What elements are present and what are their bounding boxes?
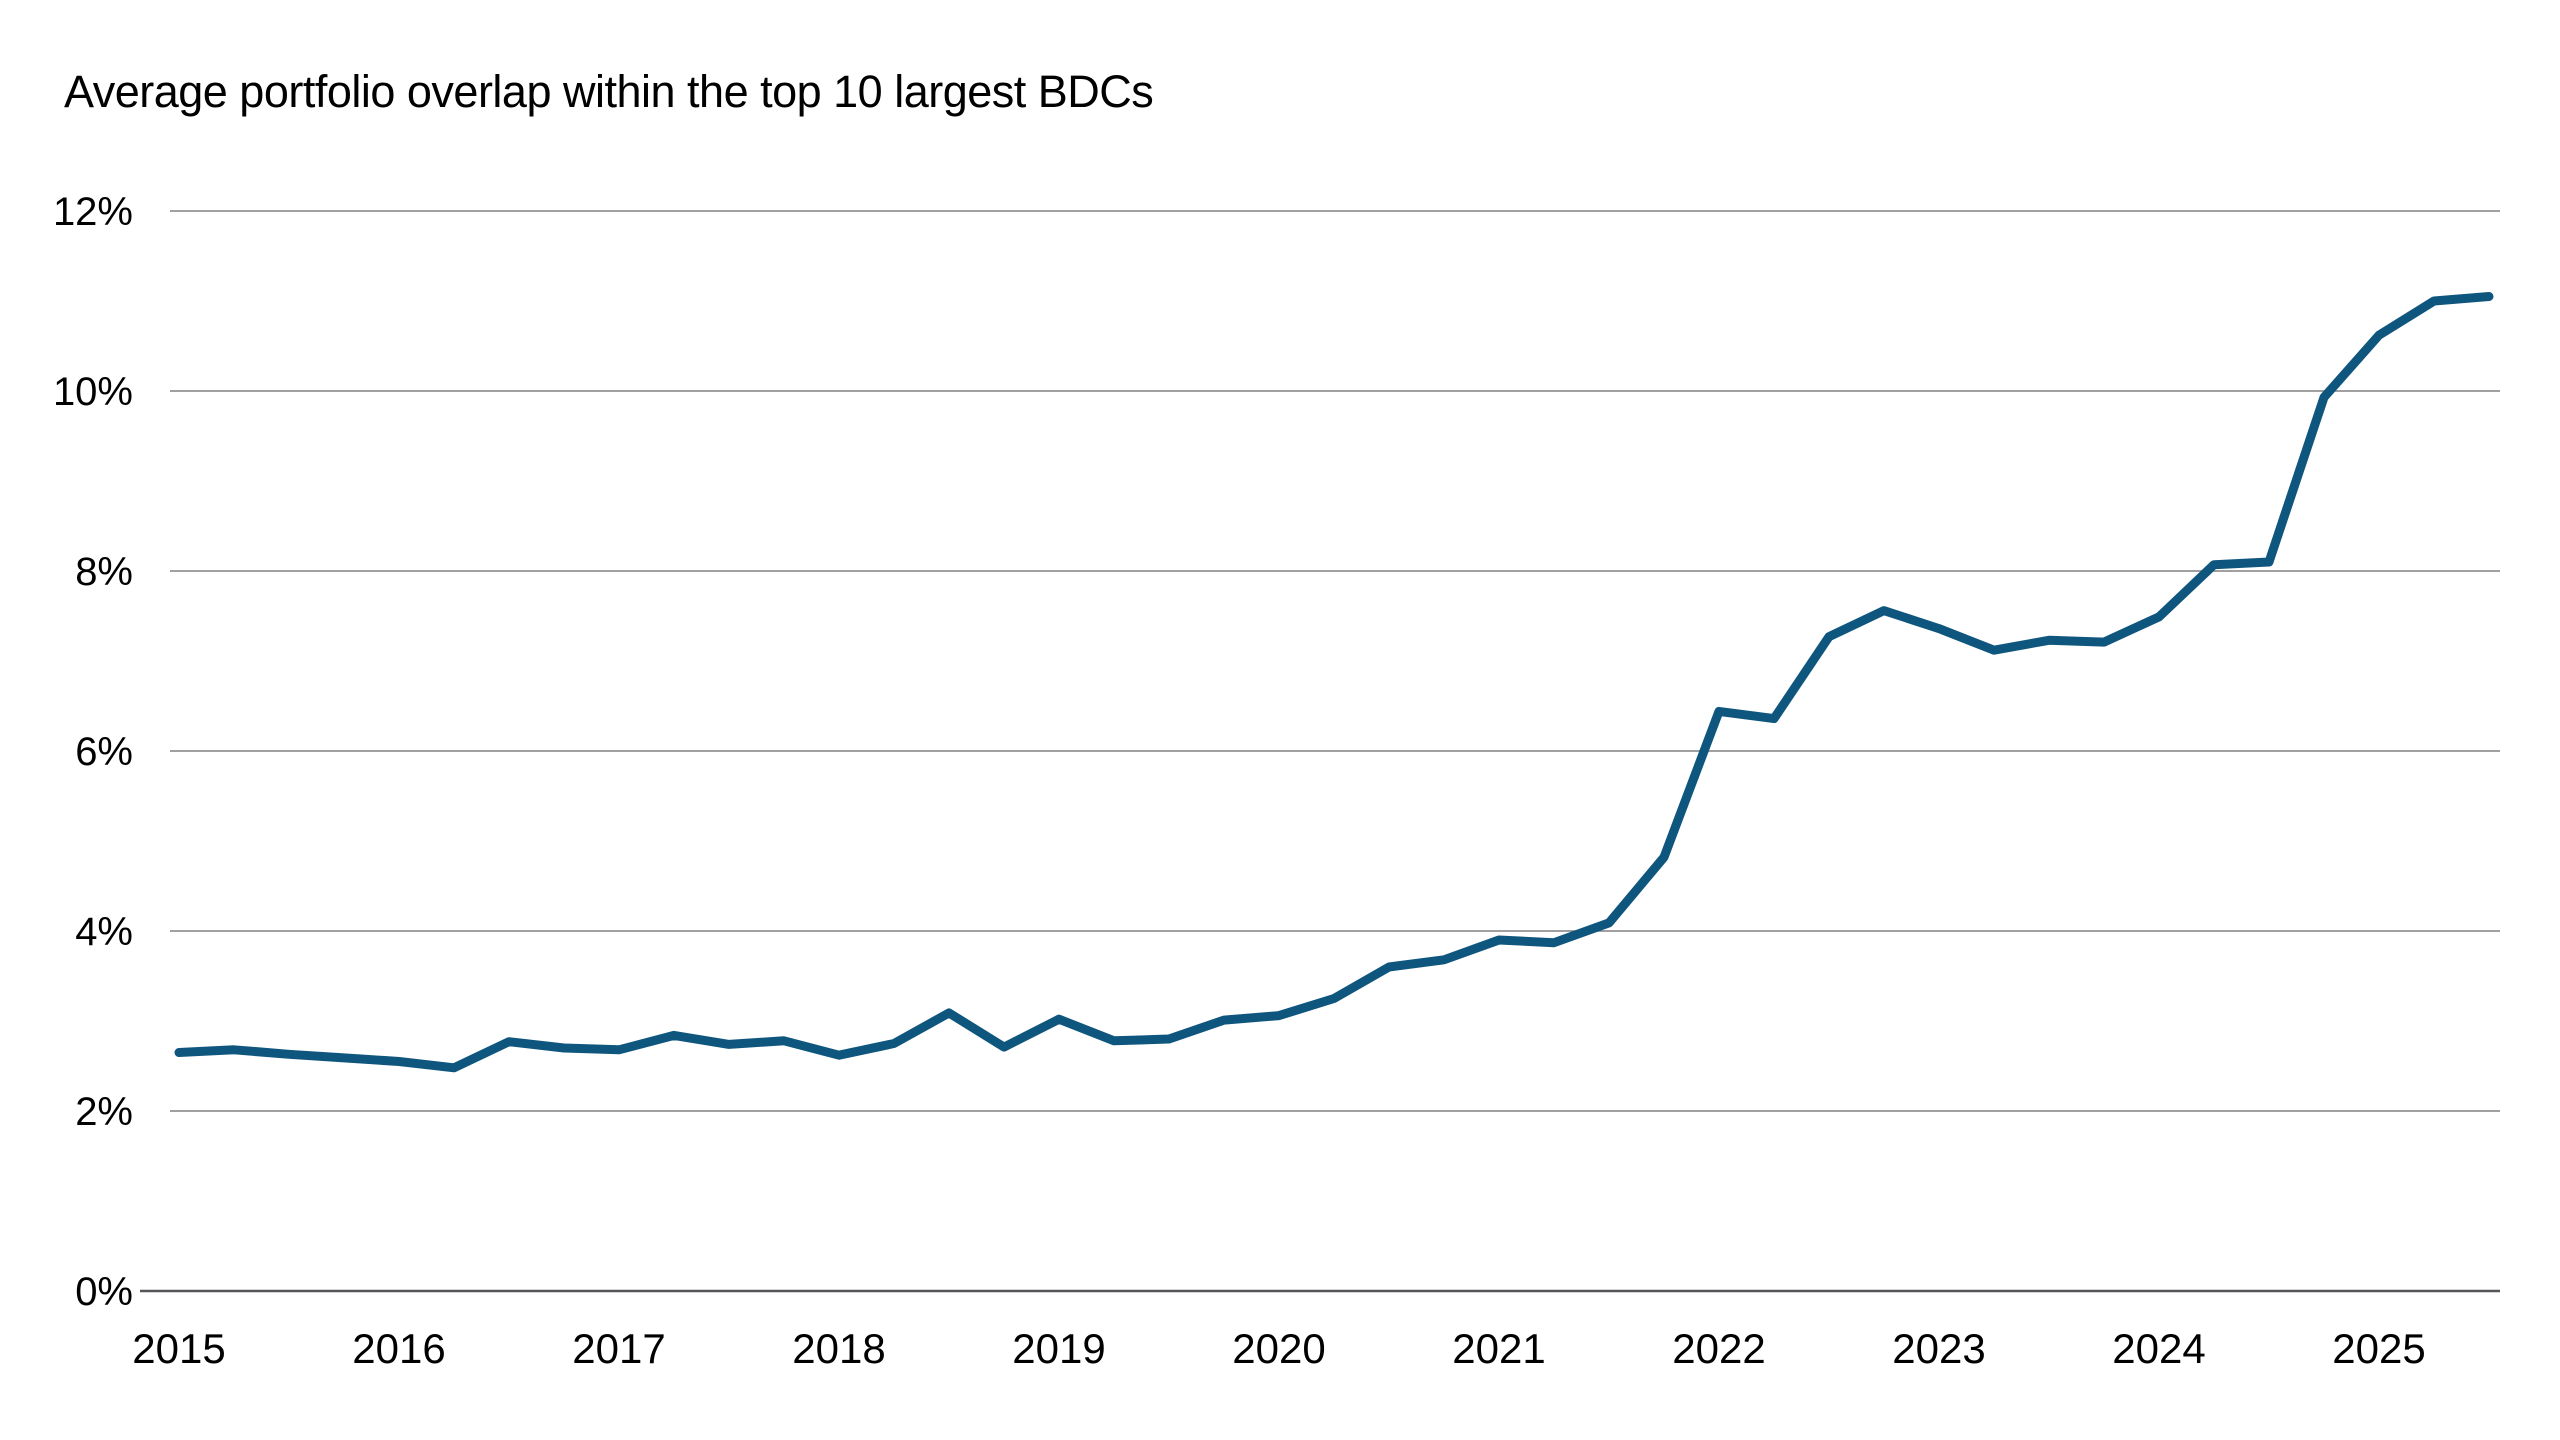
overlap-series-line <box>174 292 2494 1073</box>
gridlines <box>140 210 2500 1293</box>
x-axis-tick-labels: 2015 2016 2017 2018 2019 2020 2021 2022 2023 2024… <box>132 1325 2425 1372</box>
chart-title: Average portfolio overlap within the top… <box>64 66 1154 117</box>
x-tick-label: 2017 <box>572 1325 665 1372</box>
x-tick-label: 2016 <box>352 1325 445 1372</box>
x-tick-label: 2024 <box>2112 1325 2205 1372</box>
y-tick-label: 8% <box>75 550 133 594</box>
y-axis-tick-labels: 0% 2% 4% 6% 8% 10% 12% <box>53 190 133 1314</box>
x-tick-label: 2015 <box>132 1325 225 1372</box>
y-tick-label: 0% <box>75 1270 133 1314</box>
x-tick-label: 2019 <box>1012 1325 1105 1372</box>
x-tick-label: 2018 <box>792 1325 885 1372</box>
x-tick-label: 2022 <box>1672 1325 1765 1372</box>
x-tick-label: 2025 <box>2332 1325 2425 1372</box>
y-tick-label: 10% <box>53 370 133 414</box>
y-tick-label: 2% <box>75 1090 133 1134</box>
x-tick-label: 2020 <box>1232 1325 1325 1372</box>
x-tick-label: 2023 <box>1892 1325 1985 1372</box>
y-tick-label: 4% <box>75 910 133 954</box>
x-tick-label: 2021 <box>1452 1325 1545 1372</box>
y-tick-label: 6% <box>75 730 133 774</box>
y-tick-label: 12% <box>53 190 133 234</box>
